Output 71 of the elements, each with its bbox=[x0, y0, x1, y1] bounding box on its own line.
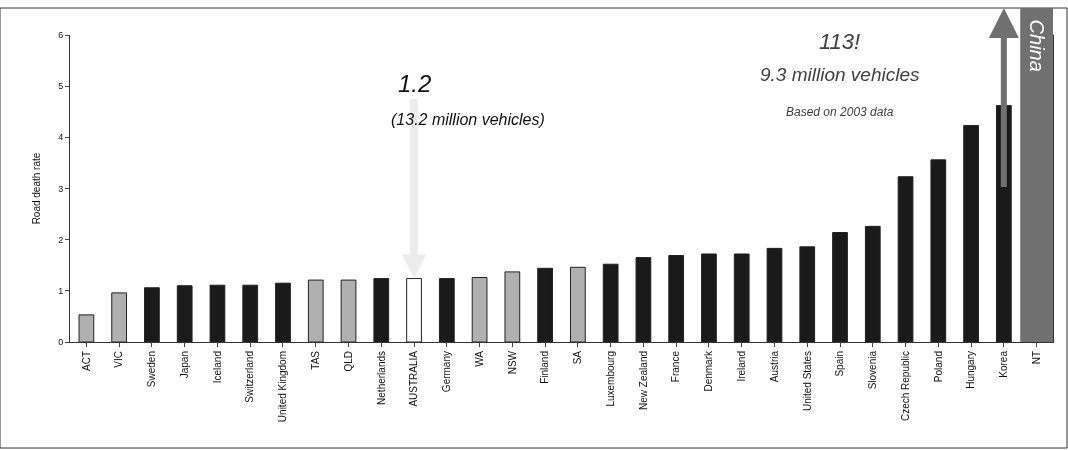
x-tick-label: Spain bbox=[834, 351, 846, 377]
bar bbox=[701, 253, 717, 342]
bar bbox=[176, 285, 193, 342]
x-tick-label: WA bbox=[473, 350, 485, 367]
bar bbox=[144, 287, 160, 342]
x-tick-label: Germany bbox=[441, 351, 453, 393]
x-tick-label: NSW bbox=[506, 350, 518, 375]
bar bbox=[471, 277, 488, 342]
x-tick-label: Sweden bbox=[146, 351, 158, 388]
bar bbox=[570, 266, 586, 342]
y-tick-label: 4 bbox=[58, 132, 64, 143]
x-tick-label: Japan bbox=[178, 351, 190, 379]
bar bbox=[307, 279, 324, 342]
y-tick-label: 3 bbox=[58, 183, 64, 194]
x-tick-label: Denmark bbox=[703, 350, 715, 392]
x-tick-label: Hungary bbox=[965, 351, 977, 389]
x-tick-label: QLD bbox=[342, 351, 354, 372]
x-tick-label: NT bbox=[1030, 351, 1042, 365]
x-tick-label: Slovenia bbox=[867, 350, 879, 390]
band-label: China bbox=[1025, 19, 1048, 72]
x-tick-label: Poland bbox=[932, 351, 944, 383]
y-tick-label: 0 bbox=[58, 337, 64, 348]
x-tick-label: Czech Republic bbox=[899, 351, 911, 422]
bar bbox=[766, 247, 783, 342]
x-tick-label: Luxembourg bbox=[604, 351, 616, 407]
x-tick-label: VIC bbox=[113, 351, 125, 368]
bar bbox=[275, 282, 291, 342]
x-tick-label: SA bbox=[572, 350, 584, 365]
bar bbox=[111, 292, 128, 342]
bar bbox=[602, 263, 619, 342]
bar bbox=[864, 225, 881, 342]
bar bbox=[668, 255, 685, 342]
bar bbox=[340, 279, 357, 342]
x-tick-label: Netherlands bbox=[375, 351, 387, 405]
y-tick-label: 2 bbox=[58, 234, 64, 245]
x-tick-label: France bbox=[670, 350, 682, 383]
x-tick-label: Iceland bbox=[211, 351, 223, 384]
x-tick-label: New Zealand bbox=[637, 351, 649, 410]
annotation: 113! bbox=[819, 29, 861, 54]
bar bbox=[438, 278, 455, 342]
bar bbox=[799, 246, 816, 342]
x-tick-label: Austria bbox=[768, 350, 780, 383]
x-tick-label: ACT bbox=[80, 351, 92, 371]
x-tick-label: AUSTRALIA bbox=[408, 350, 420, 407]
y-tick-label: 6 bbox=[58, 30, 64, 41]
x-tick-label: Switzerland bbox=[244, 351, 256, 403]
annotation: Based on 2003 data bbox=[786, 105, 894, 119]
y-axis-title: Road death rate bbox=[31, 152, 43, 225]
annotation: (13.2 million vehicles) bbox=[391, 111, 545, 128]
annotation: 1.2 bbox=[398, 70, 432, 97]
x-tick-label: Korea bbox=[998, 350, 1010, 378]
bar bbox=[897, 176, 914, 342]
bar bbox=[963, 125, 979, 342]
x-tick-label: Finland bbox=[539, 351, 551, 384]
bar bbox=[373, 278, 390, 342]
bar bbox=[733, 253, 750, 342]
x-tick-label: United States bbox=[801, 351, 813, 412]
bar bbox=[635, 257, 652, 342]
bar bbox=[242, 284, 259, 342]
bar bbox=[78, 314, 95, 342]
bar bbox=[537, 267, 553, 342]
x-tick-label: United Kingdom bbox=[277, 351, 289, 423]
bar bbox=[209, 284, 226, 342]
x-tick-label: Ireland bbox=[735, 351, 747, 382]
y-tick-label: 5 bbox=[58, 81, 64, 92]
bar bbox=[832, 232, 848, 342]
y-tick-label: 1 bbox=[58, 285, 64, 296]
bar bbox=[504, 271, 521, 342]
annotation: 9.3 million vehicles bbox=[760, 64, 920, 85]
bar bbox=[930, 159, 947, 342]
x-tick-label: TAS bbox=[310, 350, 321, 370]
